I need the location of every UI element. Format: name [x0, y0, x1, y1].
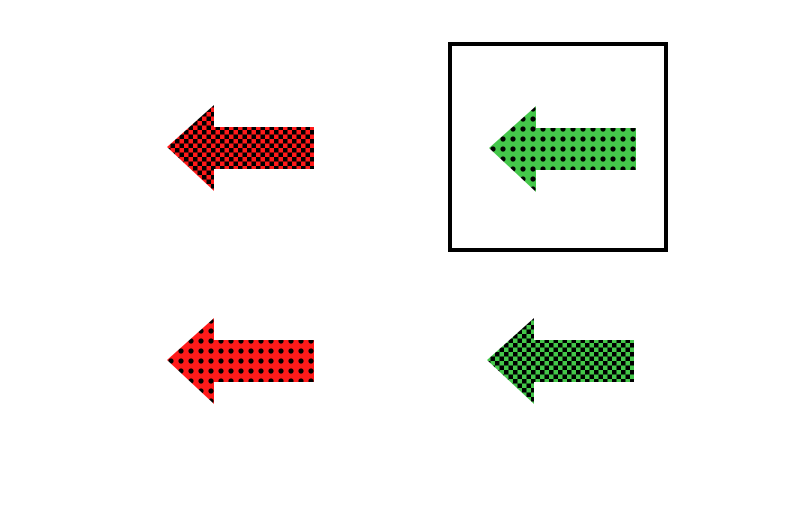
left-arrow-icon	[167, 318, 314, 404]
left-arrow-icon	[487, 318, 634, 404]
arrow-shape	[489, 106, 636, 192]
arrow-tile-green-checkered[interactable]	[450, 256, 670, 466]
arrow-shape	[167, 105, 314, 191]
left-arrow-icon	[489, 106, 636, 192]
left-arrow-icon	[167, 105, 314, 191]
arrow-shape	[487, 318, 634, 404]
arrow-tile-red-dots[interactable]	[130, 256, 350, 466]
arrow-shape	[167, 318, 314, 404]
arrow-tile-green-dots[interactable]	[448, 42, 668, 252]
arrow-tile-red-checkered[interactable]	[130, 43, 350, 253]
